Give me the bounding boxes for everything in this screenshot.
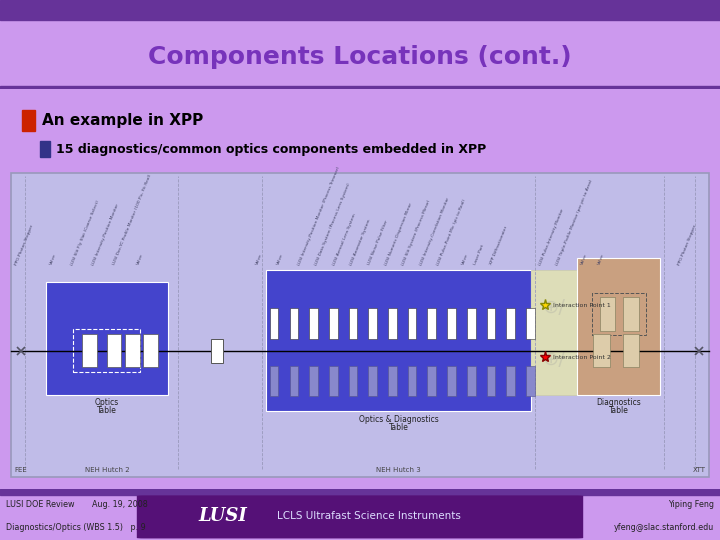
Text: ⊕/: ⊕/ <box>542 350 565 369</box>
Text: LCLS Ultrafast Science Instruments: LCLS Ultrafast Science Instruments <box>277 511 461 521</box>
Bar <box>526 308 535 339</box>
Bar <box>22 110 35 131</box>
Bar <box>270 366 279 396</box>
Bar <box>289 308 298 339</box>
Text: LUSI Slit Fly Slat (Coarse Select): LUSI Slit Fly Slat (Coarse Select) <box>70 199 100 266</box>
FancyBboxPatch shape <box>137 495 583 538</box>
Text: LUSI Anomator System: LUSI Anomator System <box>349 218 372 266</box>
Bar <box>107 334 122 367</box>
Bar <box>309 308 318 339</box>
Text: LUSI Pulse-Point Mic (pic to Real): LUSI Pulse-Point Mic (pic to Real) <box>436 198 467 266</box>
Text: Yiping Feng: Yiping Feng <box>668 500 714 509</box>
Bar <box>348 366 357 396</box>
Bar <box>0 0 720 19</box>
Text: XTT: XTT <box>693 468 706 474</box>
Bar <box>82 334 97 367</box>
Text: Valve: Valve <box>136 253 145 266</box>
Bar <box>369 366 377 396</box>
Bar <box>46 282 168 395</box>
Bar <box>487 366 495 396</box>
Bar <box>447 308 456 339</box>
Bar <box>143 334 158 367</box>
Bar <box>348 308 357 339</box>
Text: Laser Port: Laser Port <box>474 244 485 266</box>
Bar <box>369 308 377 339</box>
Text: LUSI Slit System (Process Mirror): LUSI Slit System (Process Mirror) <box>402 199 432 266</box>
Bar <box>624 297 639 331</box>
Text: Valve: Valve <box>255 253 264 266</box>
Text: LUSI Doc-YC Profile Monitor (100 Pic, Fit Real): LUSI Doc-YC Profile Monitor (100 Pic, Fi… <box>112 174 152 266</box>
Bar <box>408 308 416 339</box>
Text: LUSI Data System (Process Lens System): LUSI Data System (Process Lens System) <box>315 182 351 266</box>
Text: LUSI Numeric Dispersion Mirror: LUSI Numeric Dispersion Mirror <box>384 202 413 266</box>
Text: XPP Diffractionater: XPP Diffractionater <box>489 226 508 266</box>
Text: 15 diagnostics/common optics components embedded in XPP: 15 diagnostics/common optics components … <box>56 143 487 156</box>
Bar <box>531 270 577 395</box>
Text: Valve: Valve <box>461 253 469 266</box>
Bar <box>592 293 646 335</box>
Text: yfeng@slac.stanford.edu: yfeng@slac.stanford.edu <box>614 523 714 532</box>
Bar <box>0 489 720 495</box>
Bar <box>40 141 50 157</box>
Text: Valve: Valve <box>597 253 606 266</box>
Bar <box>0 85 720 94</box>
Text: Valve: Valve <box>276 253 284 266</box>
Text: Table: Table <box>389 423 408 431</box>
Bar <box>487 308 495 339</box>
Text: LUSI Intensity-Position Monitor: LUSI Intensity-Position Monitor <box>91 203 120 266</box>
Text: Table: Table <box>608 406 629 415</box>
Text: Optics & Diagnostics: Optics & Diagnostics <box>359 415 438 424</box>
Bar <box>408 366 416 396</box>
Bar <box>467 366 475 396</box>
Text: Table: Table <box>97 406 117 415</box>
Text: LUSI Triple-Profile Monitor (per pic to Area): LUSI Triple-Profile Monitor (per pic to … <box>555 179 594 266</box>
Bar <box>506 366 515 396</box>
Bar <box>211 339 222 363</box>
Bar <box>329 366 338 396</box>
Text: Valve: Valve <box>580 253 588 266</box>
Text: Valve: Valve <box>49 253 57 266</box>
Bar <box>623 334 639 367</box>
Text: PPG Photon Stopper: PPG Photon Stopper <box>678 224 698 266</box>
Text: LUSI Intensity-Correlation Monitor: LUSI Intensity-Correlation Monitor <box>419 197 450 266</box>
Bar <box>506 308 515 339</box>
Bar <box>526 366 535 396</box>
Text: LUSI Aerosol Lens System: LUSI Aerosol Lens System <box>332 213 356 266</box>
Bar <box>125 334 140 367</box>
Text: Interaction Point 2: Interaction Point 2 <box>554 355 611 360</box>
Text: LUSI: LUSI <box>198 507 247 525</box>
Text: NEH Hutch 3: NEH Hutch 3 <box>376 468 420 474</box>
Text: ⊕/: ⊕/ <box>542 298 565 317</box>
Bar <box>289 366 298 396</box>
Bar <box>388 366 397 396</box>
Bar <box>11 173 709 477</box>
Bar <box>270 308 279 339</box>
Text: Interaction Point 1: Interaction Point 1 <box>554 302 611 308</box>
Text: FEE: FEE <box>14 468 27 474</box>
Text: An example in XPP: An example in XPP <box>42 113 203 128</box>
Bar <box>329 308 338 339</box>
Bar <box>577 258 660 395</box>
Bar <box>388 308 397 339</box>
Bar <box>593 334 610 367</box>
Text: PPG Photon Stopper: PPG Photon Stopper <box>14 224 34 266</box>
Text: LUSI Noise Pulse Filter: LUSI Noise Pulse Filter <box>366 220 388 266</box>
Bar <box>428 366 436 396</box>
Text: Diagnostics/Optics (WBS 1.5)   p. 9: Diagnostics/Optics (WBS 1.5) p. 9 <box>6 523 145 532</box>
Text: LUSI Intensity-Position Monitor (Process Trimmer): LUSI Intensity-Position Monitor (Process… <box>297 166 341 266</box>
Bar <box>600 297 615 331</box>
Bar <box>467 308 475 339</box>
Bar <box>309 366 318 396</box>
Text: Components Locations (cont.): Components Locations (cont.) <box>148 45 572 69</box>
Bar <box>447 366 456 396</box>
Bar <box>266 270 531 411</box>
Text: Diagnostics: Diagnostics <box>596 399 641 407</box>
Text: Optics: Optics <box>95 399 119 407</box>
Bar <box>73 329 140 372</box>
Text: NEH Hutch 2: NEH Hutch 2 <box>84 468 129 474</box>
Text: LUSI Pulse-Intensity Monitor: LUSI Pulse-Intensity Monitor <box>538 208 564 266</box>
Text: LUSI DOE Review       Aug. 19, 2008: LUSI DOE Review Aug. 19, 2008 <box>6 500 148 509</box>
Bar <box>428 308 436 339</box>
